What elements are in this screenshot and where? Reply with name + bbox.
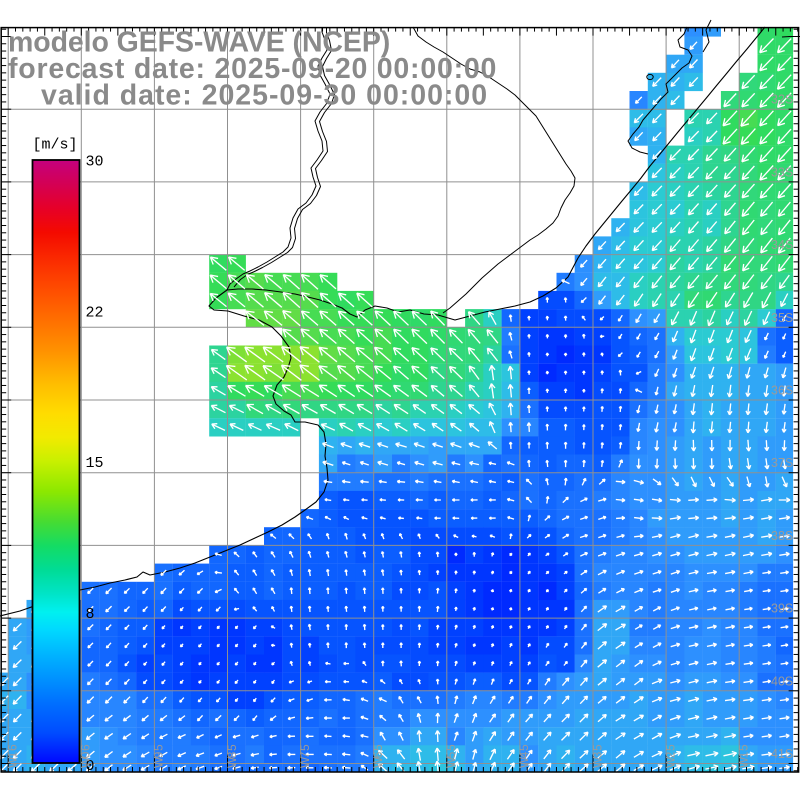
svg-text:W: W (152, 756, 166, 768)
svg-text:W: W (371, 756, 385, 768)
svg-text:W: W (663, 756, 677, 768)
svg-text:32S: 32S (771, 93, 793, 107)
svg-text:5: 5 (225, 744, 239, 751)
svg-text:5: 5 (517, 744, 531, 751)
svg-text:5: 5 (371, 744, 385, 751)
svg-text:[m/s]: [m/s] (33, 137, 78, 154)
svg-text:W: W (517, 756, 531, 768)
svg-text:38S: 38S (771, 529, 793, 543)
svg-text:1: 1 (6, 751, 20, 758)
svg-text:0: 0 (86, 758, 95, 775)
svg-text:5: 5 (298, 744, 312, 751)
svg-text:30: 30 (86, 154, 104, 171)
svg-text:W: W (225, 756, 239, 768)
svg-text:0: 0 (79, 751, 93, 758)
svg-text:valid date: 2025-09-30 00:00:0: valid date: 2025-09-30 00:00:00 (41, 80, 488, 112)
svg-text:37S: 37S (771, 456, 793, 470)
svg-text:W: W (444, 756, 458, 768)
svg-text:W: W (298, 756, 312, 768)
svg-text:6: 6 (371, 751, 385, 758)
svg-text:5: 5 (152, 744, 166, 751)
svg-text:36S: 36S (771, 384, 793, 398)
svg-text:8: 8 (225, 751, 239, 758)
svg-text:6: 6 (79, 744, 93, 751)
svg-text:41S: 41S (771, 747, 793, 761)
svg-text:4: 4 (517, 751, 531, 758)
svg-text:8: 8 (86, 606, 95, 623)
svg-text:39S: 39S (771, 602, 793, 616)
svg-text:40S: 40S (771, 674, 793, 688)
svg-text:33S: 33S (771, 165, 793, 179)
svg-text:W: W (737, 756, 751, 768)
svg-text:5: 5 (590, 744, 604, 751)
svg-text:15: 15 (86, 455, 104, 472)
svg-text:5: 5 (444, 744, 458, 751)
svg-text:1: 1 (737, 751, 751, 758)
svg-text:22: 22 (86, 304, 104, 321)
svg-text:forecast date: 2025-09-20 00:0: forecast date: 2025-09-20 00:00:00 (8, 53, 497, 85)
svg-text:5: 5 (737, 744, 751, 751)
svg-text:W: W (590, 756, 604, 768)
svg-text:34S: 34S (771, 238, 793, 252)
svg-text:W: W (6, 756, 20, 768)
svg-text:9: 9 (152, 751, 166, 758)
svg-text:5: 5 (663, 744, 677, 751)
svg-text:W: W (79, 756, 93, 768)
svg-text:7: 7 (298, 751, 312, 758)
svg-text:2: 2 (663, 751, 677, 758)
svg-text:35S: 35S (771, 311, 793, 325)
svg-text:5: 5 (444, 751, 458, 758)
svg-text:6: 6 (6, 744, 20, 751)
svg-text:3: 3 (590, 751, 604, 758)
svg-text:modelo GEFS-WAVE (NCEP): modelo GEFS-WAVE (NCEP) (8, 27, 390, 59)
